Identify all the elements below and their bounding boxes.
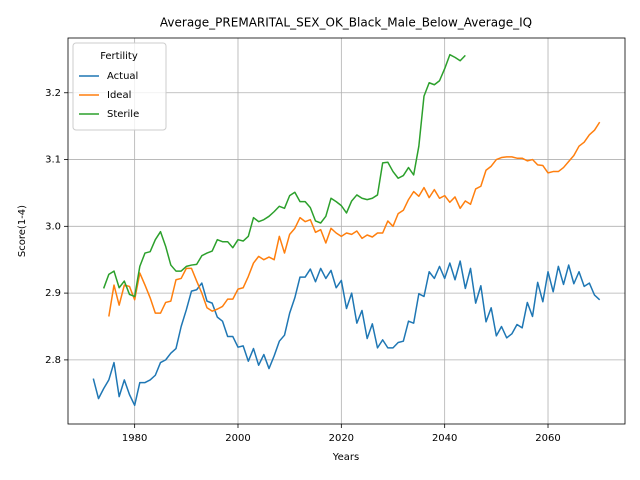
y-axis-label: Score(1-4) <box>17 205 28 257</box>
x-tick-label: 2000 <box>225 433 250 444</box>
legend-label: Ideal <box>107 90 131 101</box>
series-line <box>92 260 601 407</box>
x-tick-label: 1980 <box>122 433 147 444</box>
series-line <box>102 53 466 298</box>
x-axis-label: Years <box>332 452 359 463</box>
y-tick-label: 3.1 <box>45 155 61 166</box>
legend: Fertility Actual Ideal Sterile <box>72 42 167 131</box>
chart-title: Average_PREMARITAL_SEX_OK_Black_Male_Bel… <box>160 16 532 30</box>
legend-label: Actual <box>107 71 138 82</box>
plot-frame <box>67 37 626 425</box>
legend-box <box>72 42 167 131</box>
y-tick-label: 3.2 <box>45 88 61 99</box>
x-tick-label: 2020 <box>329 433 354 444</box>
x-tick-label: 2060 <box>535 433 560 444</box>
y-tick-label: 3.0 <box>45 221 61 232</box>
legend-title: Fertility <box>100 51 138 62</box>
y-tick-label: 2.8 <box>45 355 61 366</box>
legend-label: Sterile <box>107 109 139 120</box>
x-tick-label: 2040 <box>432 433 457 444</box>
series-line <box>108 121 601 317</box>
y-tick-label: 2.9 <box>45 288 61 299</box>
